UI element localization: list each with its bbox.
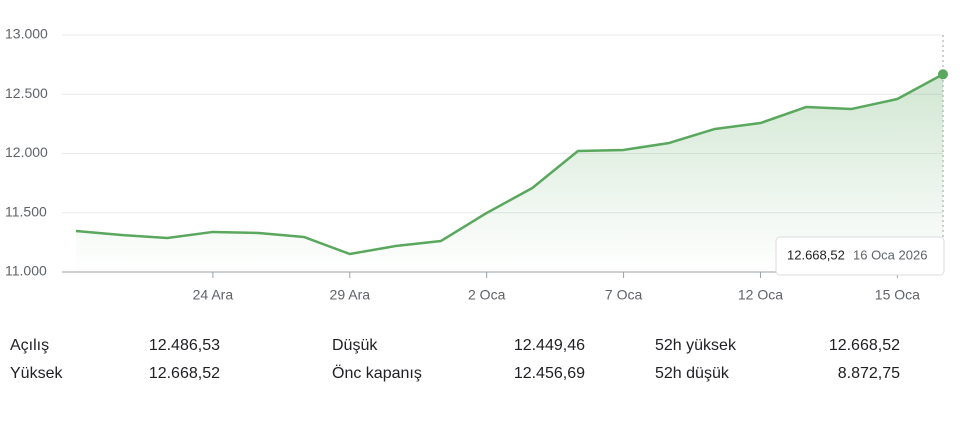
x-tick-label: 15 Oca xyxy=(875,287,920,303)
chart: 11.000 11.500 12.000 12.500 13.000 24 Ara 29 A… xyxy=(5,26,948,303)
tooltip-date: 16 Oca 2026 xyxy=(853,247,927,262)
tooltip-box xyxy=(775,236,945,276)
stat-value: 12.668,52 xyxy=(828,337,900,354)
stat-label: Düşük xyxy=(332,337,378,354)
y-tick-label: 12.000 xyxy=(5,144,48,160)
stat-label: 52h düşük xyxy=(655,365,729,382)
tooltip-value: 12.668,52 xyxy=(787,247,845,262)
x-tick-label: 2 Oca xyxy=(468,287,506,303)
stat-label: Yüksek xyxy=(10,365,63,382)
y-tick-label: 11.000 xyxy=(5,263,47,279)
stat-value: 12.486,53 xyxy=(148,337,220,354)
stat-label: Önc kapanış xyxy=(332,365,422,382)
line xyxy=(75,73,944,256)
y-tick-label: 11.500 xyxy=(5,203,47,219)
tooltip: 12.668,52 16 Oca 2026 xyxy=(775,236,945,276)
x-tick-label: 12 Oca xyxy=(738,287,783,303)
stat-label: 52h yüksek xyxy=(655,337,736,354)
x-tick-label: 24 Ara xyxy=(193,287,234,303)
stat-value: 12.456,69 xyxy=(513,365,585,382)
y-tick-label: 12.500 xyxy=(5,85,48,101)
point xyxy=(938,69,948,80)
stat-label: Açılış xyxy=(10,337,50,354)
stat-value: 8.872,75 xyxy=(837,365,900,382)
x-tick-label: 29 Ara xyxy=(330,287,371,303)
stat-value: 12.668,52 xyxy=(148,365,220,382)
y-tick-label: 13.000 xyxy=(5,26,48,42)
x-tick-label: 7 Oca xyxy=(605,287,643,303)
area xyxy=(76,74,943,272)
stat-value: 12.449,46 xyxy=(513,337,585,354)
